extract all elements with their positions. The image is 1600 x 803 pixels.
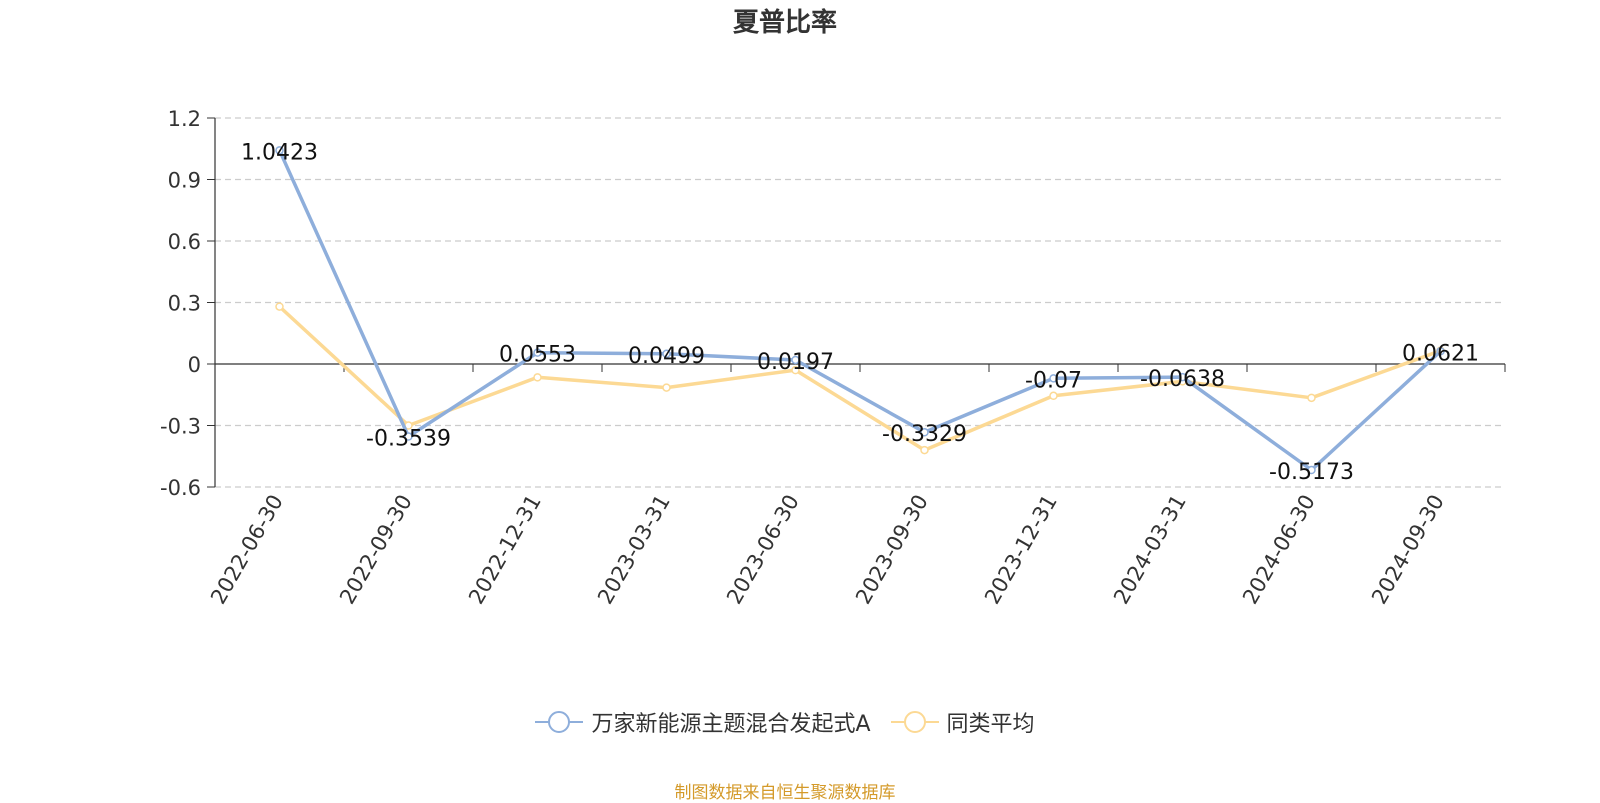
data-label-fund: 1.0423 bbox=[241, 140, 318, 165]
data-point-fund bbox=[275, 146, 284, 155]
data-point-fund bbox=[1178, 372, 1187, 382]
data-point-peer-average bbox=[791, 365, 800, 375]
legend-item-peer-average[interactable]: 同类平均 bbox=[890, 706, 1035, 738]
data-label-fund: -0.0638 bbox=[1140, 367, 1225, 392]
data-point-fund bbox=[1436, 347, 1445, 356]
x-tick-label: 2024-06-30 bbox=[1238, 491, 1320, 609]
data-point-fund bbox=[662, 349, 671, 359]
legend: 万家新能源主题混合发起式A 同类平均 bbox=[0, 706, 1570, 738]
data-point-peer-average bbox=[662, 383, 671, 392]
data-label-fund: -0.3539 bbox=[366, 427, 451, 452]
x-tick-label: 2023-03-31 bbox=[593, 491, 675, 609]
data-point-fund bbox=[920, 427, 929, 437]
grid-lines bbox=[215, 117, 1505, 488]
legend-label-fund: 万家新能源主题混合发起式A bbox=[591, 712, 871, 737]
legend-item-fund[interactable]: 万家新能源主题混合发起式A bbox=[535, 706, 871, 738]
data-label-fund: -0.5173 bbox=[1269, 460, 1354, 485]
data-point-peer-average bbox=[920, 445, 929, 455]
data-label-fund: 0.0499 bbox=[628, 344, 705, 369]
data-labels: 1.0423 -0.3539 0.0553 0.0499 0.0197 -0.3329 -0… bbox=[241, 140, 1479, 485]
data-point-peer-average bbox=[533, 373, 542, 382]
x-tick-label: 2024-09-30 bbox=[1367, 491, 1449, 609]
data-point-fund bbox=[533, 348, 542, 357]
data-point-fund bbox=[1049, 374, 1058, 383]
x-tick-label: 2022-09-30 bbox=[335, 491, 417, 609]
y-tick-label: 0.6 bbox=[168, 230, 201, 254]
y-tick-label: -0.3 bbox=[160, 415, 201, 439]
data-label-fund: 0.0621 bbox=[1402, 341, 1479, 366]
x-tick-label: 2023-09-30 bbox=[851, 491, 933, 609]
data-label-fund: -0.07 bbox=[1025, 368, 1082, 393]
data-point-fund bbox=[1307, 465, 1316, 475]
y-tick-label: 1.2 bbox=[168, 107, 201, 131]
data-label-fund: 0.0553 bbox=[499, 343, 576, 368]
data-point-fund bbox=[404, 432, 413, 441]
legend-marker-peer-icon bbox=[890, 711, 939, 733]
legend-label-peer-average: 同类平均 bbox=[946, 712, 1035, 737]
data-point-peer-average bbox=[1307, 393, 1316, 403]
data-point-peer-average bbox=[275, 302, 284, 311]
series-line-fund bbox=[277, 149, 1442, 472]
data-point-peer-average bbox=[1049, 391, 1058, 401]
x-tick-label: 2022-06-30 bbox=[206, 491, 288, 609]
data-source-note: 制图数据来自恒生聚源数据库 bbox=[674, 783, 896, 803]
x-tick-label: 2023-06-30 bbox=[722, 491, 804, 609]
y-tick-label: 0.9 bbox=[168, 169, 201, 193]
data-label-fund: 0.0197 bbox=[757, 350, 834, 375]
series-lines bbox=[275, 146, 1445, 475]
x-tick-label: 2024-03-31 bbox=[1109, 491, 1191, 609]
y-tick-label: 0 bbox=[188, 353, 201, 377]
x-tick-label: 2022-12-31 bbox=[464, 491, 546, 609]
series-line-peer-average bbox=[278, 305, 1442, 452]
legend-marker-fund-icon bbox=[535, 711, 584, 733]
data-point-fund bbox=[791, 355, 800, 365]
chart-title: 夏普比率 bbox=[732, 8, 837, 38]
y-tick-label: -0.6 bbox=[160, 476, 201, 500]
x-tick-label: 2023-12-31 bbox=[980, 491, 1062, 609]
y-tick-label: 0.3 bbox=[168, 292, 201, 316]
data-label-fund: -0.3329 bbox=[882, 422, 967, 447]
